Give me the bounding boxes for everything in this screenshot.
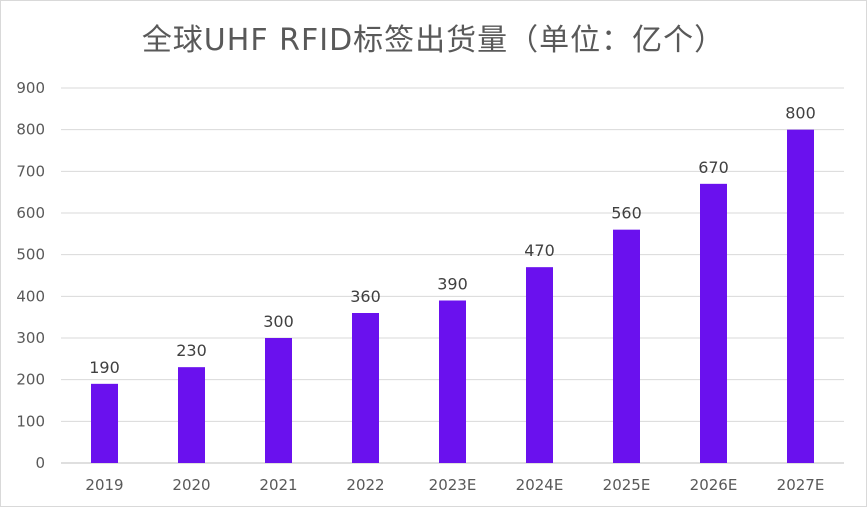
y-tick-label: 700 xyxy=(16,162,45,180)
data-labels: 190 230 300 360 390 470 560 670 800 xyxy=(89,104,816,377)
bar-2026E xyxy=(700,183,727,464)
bar-2023E xyxy=(439,300,466,463)
x-tick-label: 2022 xyxy=(346,476,384,494)
bar-2020 xyxy=(178,367,205,463)
y-tick-label: 800 xyxy=(16,121,45,139)
y-tick-label: 300 xyxy=(16,329,45,347)
bars xyxy=(91,129,814,464)
bar-2024E xyxy=(526,267,553,463)
data-label-2022: 360 xyxy=(350,287,381,306)
y-tick-label: 600 xyxy=(16,204,45,222)
y-tick-label: 0 xyxy=(35,454,45,472)
bar-2022 xyxy=(352,313,379,463)
x-axis-ticks: 2019 2020 2021 2022 2023E 2024E 2025E 2026E 2027… xyxy=(85,476,824,494)
data-label-2020: 230 xyxy=(176,341,207,360)
data-label-2026E: 670 xyxy=(698,158,729,177)
x-tick-label: 2023E xyxy=(429,476,477,494)
data-label-2024E: 470 xyxy=(524,241,555,260)
x-tick-label: 2025E xyxy=(603,476,651,494)
data-label-2019: 190 xyxy=(89,358,120,377)
bar-2019 xyxy=(91,383,118,463)
data-label-2023E: 390 xyxy=(437,275,468,294)
bar-2025E xyxy=(613,229,640,463)
y-axis-ticks: 0 100 200 300 400 500 600 700 800 900 xyxy=(16,79,45,472)
y-tick-label: 200 xyxy=(16,371,45,389)
chart-title: 全球UHF RFID标签出货量（单位：亿个） xyxy=(141,23,726,58)
bar-2021 xyxy=(265,338,292,463)
y-tick-label: 400 xyxy=(16,287,45,305)
y-tick-label: 900 xyxy=(16,79,45,97)
y-tick-label: 100 xyxy=(16,412,45,430)
x-tick-label: 2024E xyxy=(516,476,564,494)
bar-2027E xyxy=(787,129,814,463)
data-label-2025E: 560 xyxy=(611,204,642,223)
x-tick-label: 2021 xyxy=(259,476,297,494)
x-tick-label: 2027E xyxy=(777,476,825,494)
x-tick-label: 2020 xyxy=(172,476,210,494)
x-tick-label: 2019 xyxy=(85,476,123,494)
data-label-2021: 300 xyxy=(263,312,294,331)
x-tick-label: 2026E xyxy=(690,476,738,494)
y-tick-label: 500 xyxy=(16,246,45,264)
data-label-2027E: 800 xyxy=(785,104,816,123)
